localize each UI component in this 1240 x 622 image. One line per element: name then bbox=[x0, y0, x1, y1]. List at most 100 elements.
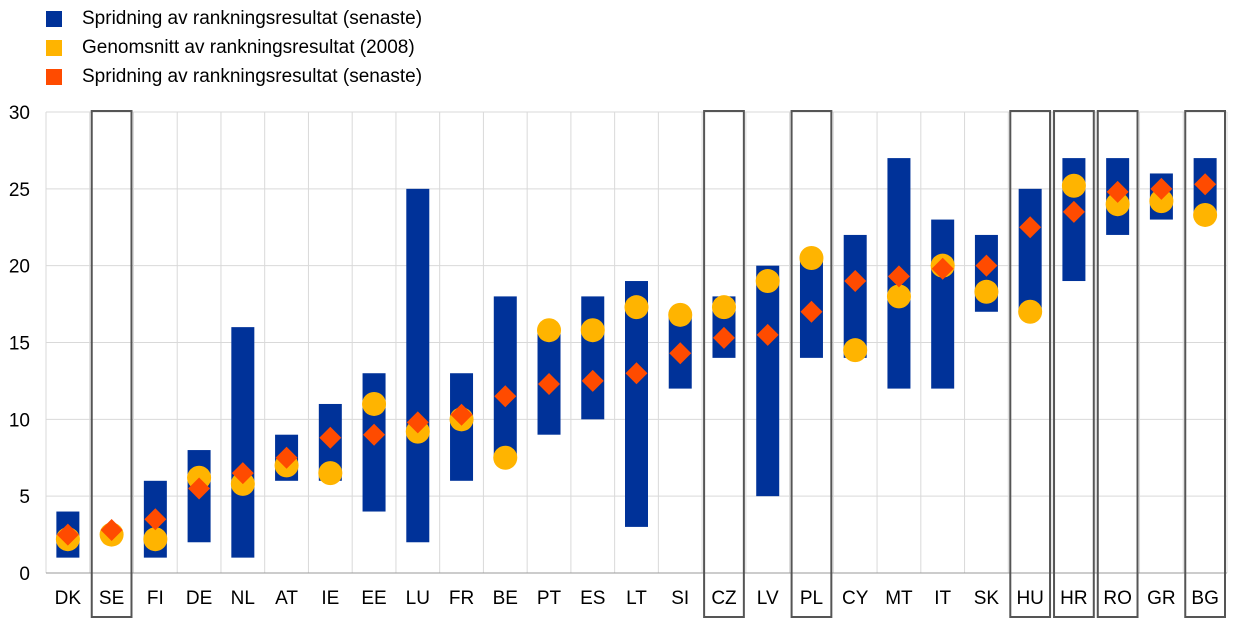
range-bar-hu bbox=[1018, 188, 1042, 312]
highlight-box-hu bbox=[1009, 110, 1052, 618]
x-tick-label-mt: MT bbox=[885, 588, 913, 609]
y-tick-label: 25 bbox=[9, 180, 30, 201]
highlight-box-ro bbox=[1096, 110, 1139, 618]
avg-point-es bbox=[580, 318, 605, 343]
latest-point-fr bbox=[450, 403, 473, 426]
avg-point-ie bbox=[318, 461, 343, 486]
x-tick-label-lt: LT bbox=[626, 588, 647, 609]
range-bar-be bbox=[493, 296, 517, 458]
legend-swatch-range bbox=[46, 10, 62, 27]
latest-point-nl bbox=[231, 462, 254, 485]
x-tick-label-sk: SK bbox=[974, 588, 1000, 609]
latest-point-lt bbox=[625, 362, 648, 385]
legend-swatch-latest bbox=[46, 68, 62, 85]
range-bar-nl bbox=[231, 327, 255, 558]
x-tick-label-dk: DK bbox=[55, 588, 82, 609]
range-bar-lu bbox=[406, 188, 430, 543]
y-tick-label: 0 bbox=[19, 564, 30, 585]
latest-point-at bbox=[275, 446, 298, 469]
avg-point-be bbox=[493, 445, 518, 470]
x-tick-label-at: AT bbox=[275, 588, 298, 609]
latest-point-ee bbox=[363, 423, 386, 446]
range-bar-cy bbox=[843, 234, 867, 358]
x-tick-label-cy: CY bbox=[842, 588, 869, 609]
latest-point-gr bbox=[1150, 177, 1173, 200]
range-bar-lt bbox=[625, 281, 648, 527]
latest-point-ie bbox=[319, 426, 342, 449]
avg-point-hr bbox=[1061, 173, 1086, 198]
x-tick-label-se: SE bbox=[99, 588, 124, 609]
x-tick-label-ro: RO bbox=[1103, 588, 1132, 609]
legend-label-range: Spridning av rankningsresultat (senaste) bbox=[82, 7, 423, 29]
legend-item-avg: Genomsnitt av rankningsresultat (2008) bbox=[46, 33, 422, 62]
x-tick-label-lu: LU bbox=[406, 588, 430, 609]
avg-point-hu bbox=[1018, 299, 1043, 324]
latest-point-dk bbox=[56, 523, 79, 546]
y-tick-label: 10 bbox=[9, 410, 30, 431]
latest-point-be bbox=[494, 385, 517, 408]
x-tick-label-gr: GR bbox=[1147, 588, 1176, 609]
x-tick-label-fi: FI bbox=[147, 588, 164, 609]
latest-point-fi bbox=[144, 508, 167, 531]
avg-point-ro bbox=[1105, 192, 1130, 217]
latest-point-mt bbox=[887, 265, 910, 288]
avg-point-pl bbox=[799, 245, 824, 270]
latest-point-bg bbox=[1194, 173, 1217, 196]
highlight-box-bg bbox=[1184, 110, 1227, 618]
legend-label-avg: Genomsnitt av rankningsresultat (2008) bbox=[82, 36, 415, 58]
x-tick-label-ie: IE bbox=[321, 588, 339, 609]
x-tick-label-bg: BG bbox=[1191, 588, 1218, 609]
latest-point-cy bbox=[844, 270, 867, 293]
latest-point-pl bbox=[800, 300, 823, 323]
y-tick-label: 30 bbox=[9, 103, 30, 124]
avg-point-bg bbox=[1193, 202, 1218, 227]
x-tick-label-si: SI bbox=[671, 588, 689, 609]
x-tick-label-pl: PL bbox=[800, 588, 823, 609]
y-tick-label: 20 bbox=[9, 257, 30, 278]
x-tick-label-hr: HR bbox=[1060, 588, 1087, 609]
avg-point-mt bbox=[886, 284, 911, 309]
latest-point-si bbox=[669, 342, 692, 365]
latest-point-lu bbox=[406, 411, 429, 434]
avg-point-ee bbox=[362, 391, 387, 416]
latest-point-es bbox=[581, 369, 604, 392]
avg-point-lt bbox=[624, 295, 649, 320]
latest-point-hr bbox=[1062, 200, 1085, 223]
x-tick-label-de: DE bbox=[186, 588, 212, 609]
x-tick-label-fr: FR bbox=[449, 588, 474, 609]
x-tick-label-lv: LV bbox=[757, 588, 779, 609]
legend-item-range: Spridning av rankningsresultat (senaste) bbox=[46, 4, 422, 33]
highlight-box-cz bbox=[703, 110, 745, 618]
x-tick-label-nl: NL bbox=[231, 588, 255, 609]
y-tick-label: 15 bbox=[9, 334, 30, 355]
x-tick-label-hu: HU bbox=[1016, 588, 1043, 609]
latest-point-it bbox=[931, 257, 954, 280]
x-tick-label-es: ES bbox=[580, 588, 605, 609]
legend-item-latest: Spridning av rankningsresultat (senaste) bbox=[46, 62, 422, 91]
latest-point-lv bbox=[756, 323, 779, 346]
avg-point-cz bbox=[711, 295, 736, 320]
avg-point-gr bbox=[1149, 189, 1174, 214]
range-bar-lv bbox=[756, 265, 780, 497]
highlight-box-hr bbox=[1053, 110, 1095, 618]
x-tick-label-cz: CZ bbox=[711, 588, 737, 609]
avg-point-fi bbox=[143, 527, 168, 552]
latest-point-se bbox=[100, 518, 123, 541]
x-tick-label-pt: PT bbox=[537, 588, 562, 609]
x-tick-label-ee: EE bbox=[361, 588, 386, 609]
highlight-box-se bbox=[90, 110, 133, 618]
avg-point-si bbox=[668, 302, 693, 327]
x-tick-label-be: BE bbox=[493, 588, 518, 609]
range-bar-it bbox=[931, 219, 955, 389]
y-tick-label: 5 bbox=[19, 487, 30, 508]
legend-swatch-avg bbox=[46, 39, 62, 56]
range-bar-es bbox=[581, 296, 605, 420]
avg-point-pt bbox=[537, 318, 562, 343]
chart-legend: Spridning av rankningsresultat (senaste)… bbox=[46, 4, 422, 91]
latest-point-hu bbox=[1019, 216, 1042, 239]
latest-point-pt bbox=[538, 372, 561, 395]
latest-point-de bbox=[188, 477, 211, 500]
latest-point-ro bbox=[1106, 180, 1129, 203]
highlight-box-pl bbox=[790, 110, 833, 618]
